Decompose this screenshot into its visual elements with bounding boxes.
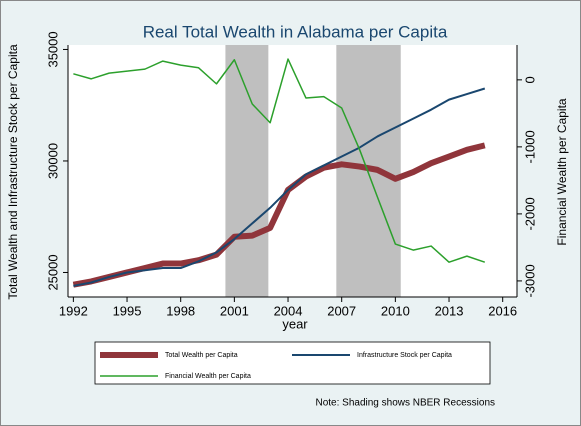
y2-tick-label: 0 xyxy=(522,76,537,83)
chart-title: Real Total Wealth in Alabama per Capita xyxy=(143,22,448,41)
y-tick-label: 30000 xyxy=(45,143,60,179)
legend-label: Infrastructure Stock per Capita xyxy=(357,352,452,359)
recession-shade xyxy=(225,45,269,297)
plot-area xyxy=(68,45,517,297)
x-tick-label: 1998 xyxy=(166,303,195,318)
x-tick-label: 2010 xyxy=(381,303,410,318)
legend xyxy=(94,341,491,385)
x-tick-label: 2004 xyxy=(274,303,303,318)
x-tick-label: 2001 xyxy=(220,303,249,318)
y-tick-label: 25000 xyxy=(45,254,60,290)
legend-label: Total Wealth per Capita xyxy=(165,352,238,359)
note: Note: Shading shows NBER Recessions xyxy=(315,398,495,409)
series-line xyxy=(73,58,486,263)
x-tick-label: 1992 xyxy=(59,303,88,318)
y2-axis-label: Financial Wealth per Capita xyxy=(555,98,569,246)
x-tick-label: 1995 xyxy=(113,303,142,318)
y-tick-label: 35000 xyxy=(45,31,60,67)
y2-tick-label: -1000 xyxy=(522,130,537,163)
x-tick-label: 2016 xyxy=(488,303,517,318)
series-line xyxy=(73,87,486,287)
y2-tick-label: -2000 xyxy=(522,197,537,230)
x-axis-label: year xyxy=(282,316,308,331)
series-line xyxy=(72,142,486,288)
x-tick-label: 2013 xyxy=(435,303,464,318)
x-tick-label: 2007 xyxy=(327,303,356,318)
legend-label: Financial Wealth per Capita xyxy=(165,373,251,380)
y-axis-label: Total Wealth and Infrastructure Stock pe… xyxy=(6,44,20,300)
y2-tick-label: -3000 xyxy=(522,264,537,297)
